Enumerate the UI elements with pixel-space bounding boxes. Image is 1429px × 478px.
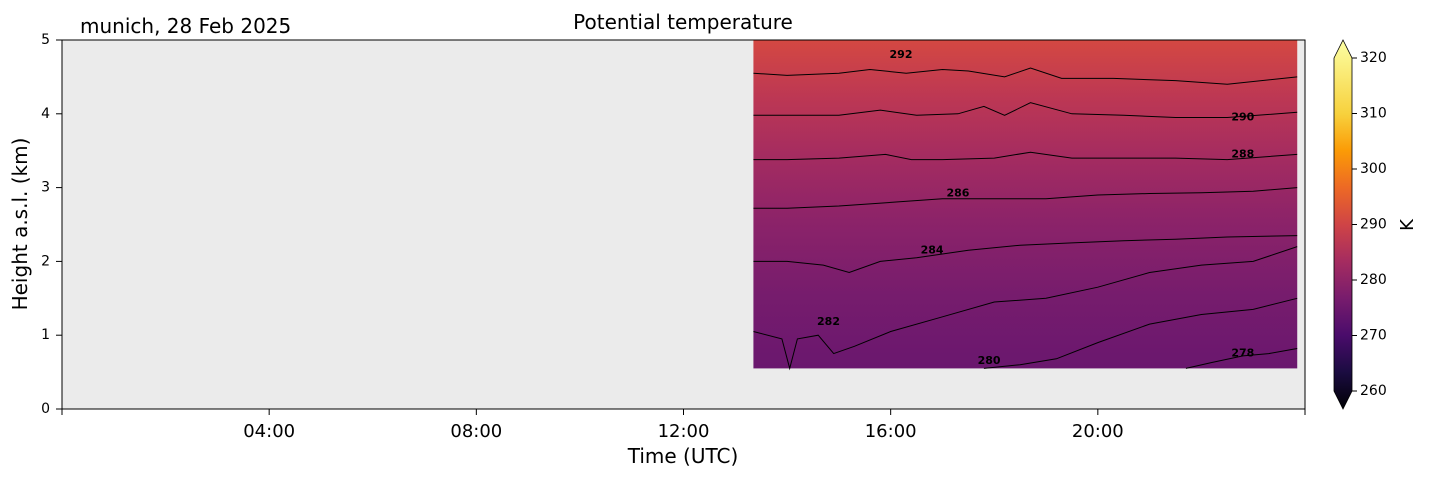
y-tick-label: 2: [41, 253, 50, 269]
contour-286: [753, 187, 1298, 209]
contour-280: [983, 297, 1298, 369]
y-tick-label: 3: [41, 180, 50, 196]
colorbar-tick-label: 280: [1360, 272, 1387, 288]
x-axis-label: Time (UTC): [627, 444, 739, 468]
contour-284: [753, 235, 1298, 274]
contour-label-282: 282: [817, 315, 840, 328]
x-tick-label: 08:00: [450, 421, 502, 442]
contour-label-286: 286: [947, 187, 970, 200]
y-tick-label: 5: [41, 32, 50, 48]
contour-292: [753, 67, 1298, 85]
colorbar-tick-label: 290: [1360, 217, 1387, 233]
y-tick-label: 4: [41, 106, 50, 122]
x-tick-label: 16:00: [865, 421, 917, 442]
contour-290: [753, 102, 1298, 118]
contour-label-288: 288: [1231, 147, 1254, 160]
y-tick-label: 0: [41, 401, 50, 417]
contour-label-280: 280: [978, 354, 1001, 367]
colorbar-tick-label: 260: [1360, 383, 1387, 399]
colorbar-tick-label: 310: [1360, 106, 1387, 122]
location-date-label: munich, 28 Feb 2025: [80, 14, 291, 38]
x-tick-label: 20:00: [1072, 421, 1124, 442]
chart-title: Potential temperature: [573, 10, 793, 34]
contour-288: [753, 151, 1298, 161]
y-axis-ticks: 0 1 2 3 4 5: [41, 32, 62, 417]
x-tick-label: 12:00: [658, 421, 710, 442]
contour-label-292: 292: [890, 48, 913, 61]
colorbar-bar: [1333, 39, 1353, 410]
y-axis-label: Height a.s.l. (km): [8, 138, 32, 311]
colorbar-tick-label: 300: [1360, 161, 1387, 177]
y-tick-label: 1: [41, 327, 50, 343]
contour-label-290: 290: [1231, 110, 1254, 123]
contour-lines: [753, 67, 1298, 371]
colorbar-label: K: [1397, 218, 1418, 231]
x-tick-label: 04:00: [243, 421, 295, 442]
x-axis-ticks: 04:00 08:00 12:00 16:00 20:00: [61, 409, 1306, 442]
contour-label-278: 278: [1231, 347, 1254, 360]
colorbar-tick-label: 320: [1360, 50, 1387, 66]
colorbar-tick-label: 270: [1360, 328, 1387, 344]
contour-278: [1185, 348, 1298, 369]
contour-label-284: 284: [921, 243, 944, 256]
contour-labels: 278 280 282 284 286 288 290 292: [817, 48, 1255, 367]
colorbar-ticks: 260 270 280 290 300 310 320: [1352, 50, 1387, 399]
contour-282: [753, 246, 1298, 371]
